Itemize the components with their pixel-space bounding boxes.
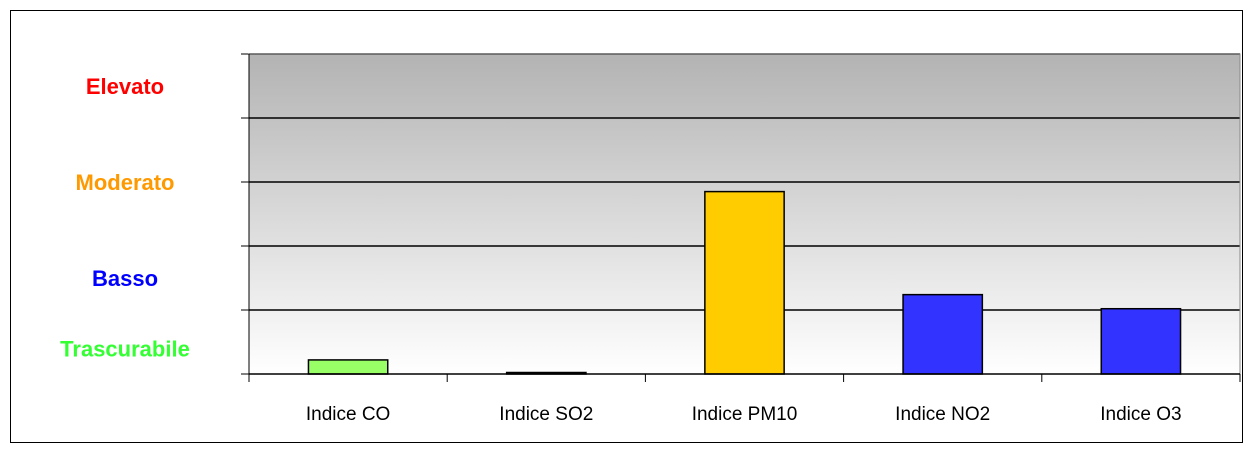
category-label: Indice NO2: [895, 404, 990, 425]
level-label: Trascurabile: [60, 336, 190, 361]
bars: [307, 190, 1182, 375]
axes: [241, 53, 1241, 382]
level-label: Elevato: [86, 74, 164, 99]
bar: [704, 190, 785, 375]
level-label: Moderato: [76, 170, 175, 195]
level-label: Basso: [92, 266, 158, 291]
labels: Indice CO Indice SO2 Indice PM10 Indice NO2…: [60, 74, 1181, 425]
category-label: Indice PM10: [692, 404, 798, 425]
bar: [902, 293, 984, 375]
bar: [1100, 307, 1182, 375]
category-label: Indice CO: [306, 404, 390, 425]
bar: [307, 359, 389, 375]
category-label: Indice SO2: [499, 404, 593, 425]
category-label: Indice O3: [1100, 404, 1181, 425]
